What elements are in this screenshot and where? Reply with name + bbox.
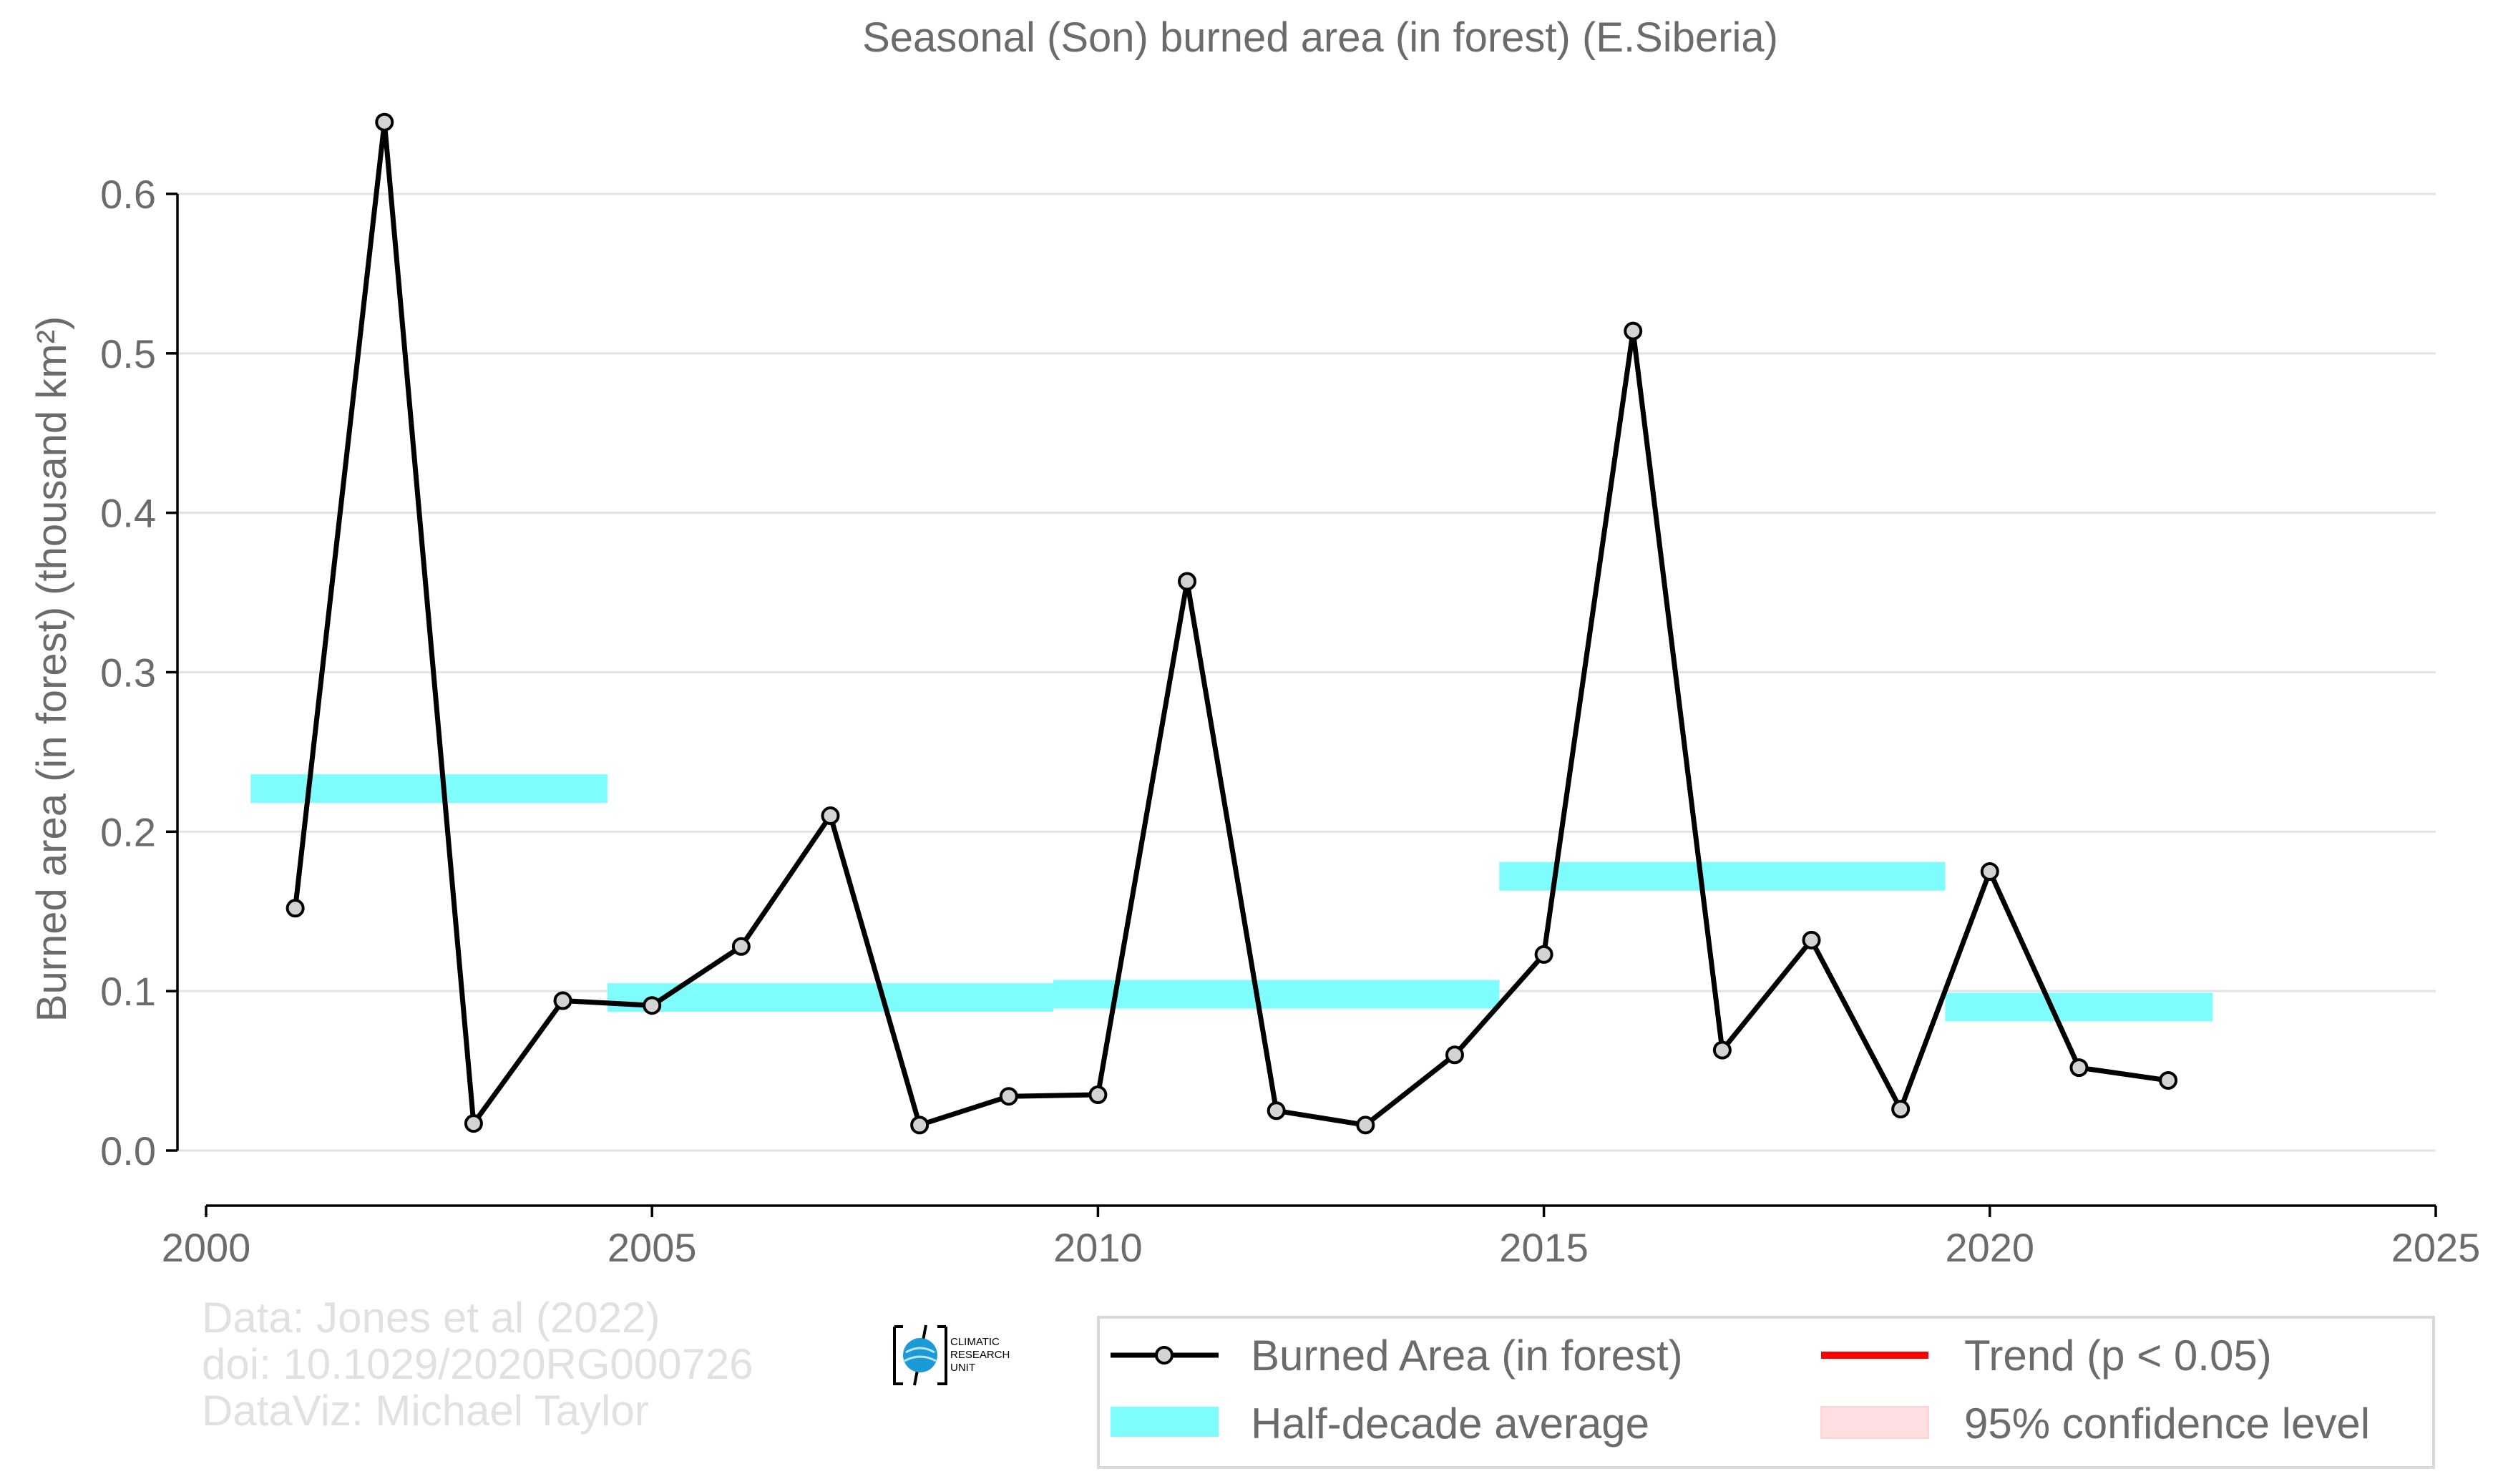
logo-text-unit: UNIT — [950, 1362, 975, 1374]
x-tick-label: 2025 — [2391, 1225, 2481, 1270]
data-point — [553, 991, 572, 1010]
legend-entry-confidence: 95% confidence level — [1820, 1400, 2370, 1448]
y-tick-label: 0.6 — [100, 172, 156, 217]
y-tick-label: 0.3 — [100, 650, 156, 695]
legend-entry-half-decade: Half-decade average — [1111, 1400, 1649, 1448]
data-point — [2159, 1070, 2178, 1090]
legend-box — [1097, 1316, 2435, 1469]
data-point — [1802, 930, 1821, 950]
y-tick-label: 0.5 — [100, 331, 156, 376]
data-point — [1980, 862, 1999, 882]
data-point — [286, 899, 305, 918]
data-point — [1088, 1085, 1108, 1105]
data-point — [999, 1087, 1018, 1106]
globe-icon — [903, 1338, 937, 1372]
x-tick-label: 2000 — [162, 1225, 251, 1270]
y-tick-label: 0.4 — [100, 491, 156, 536]
data-point — [821, 806, 840, 826]
half-decade-bar — [1499, 861, 1946, 891]
series-line-burned-area — [293, 119, 2169, 1128]
y-tick-label: 0.2 — [100, 809, 156, 854]
data-point — [2069, 1058, 2089, 1078]
legend: Burned Area (in forest) Trend (p < 0.05)… — [1097, 1316, 2435, 1469]
legend-label-trend: Trend (p < 0.05) — [1964, 1332, 2272, 1380]
data-point — [1267, 1101, 1286, 1121]
data-point — [731, 937, 751, 956]
half-decade-bar — [607, 983, 1054, 1012]
x-tick-label: 2005 — [608, 1225, 697, 1270]
half-decade-bar — [1053, 980, 1500, 1009]
logo-text-research: RESEARCH — [950, 1349, 1010, 1361]
y-axis-label: Burned area (in forest) (thousand km²) — [29, 316, 75, 1022]
data-point — [1178, 572, 1197, 591]
data-point — [375, 112, 394, 132]
data-point — [464, 1114, 483, 1133]
data-point — [643, 996, 662, 1015]
credits-block: Data: Jones et al (2022) doi: 10.1029/20… — [202, 1294, 753, 1435]
data-point — [1445, 1045, 1464, 1065]
half-decade-bands — [250, 774, 2213, 1022]
half-decade-bar — [1945, 992, 2213, 1022]
data-point — [1891, 1100, 1911, 1119]
series-group — [286, 112, 2178, 1135]
data-point — [1356, 1116, 1375, 1135]
data-point — [910, 1116, 930, 1135]
data-point — [1534, 944, 1553, 964]
credit-data-source: Data: Jones et al (2022) — [202, 1294, 660, 1342]
chart-title: Seasonal (Son) burned area (in forest) (… — [862, 14, 1778, 61]
half-decade-bar — [250, 774, 608, 804]
y-tick-label: 0.1 — [100, 969, 156, 1014]
legend-entry-burned-area: Burned Area (in forest) — [1111, 1332, 1683, 1380]
credit-dataviz: DataViz: Michael Taylor — [202, 1387, 649, 1435]
grid-lines — [177, 192, 2436, 1152]
logo-text-climatic: CLIMATIC — [950, 1336, 1000, 1348]
credit-doi: doi: 10.1029/2020RG000726 — [202, 1340, 753, 1388]
y-tick-label: 0.0 — [100, 1128, 156, 1173]
x-tick-label: 2015 — [1499, 1225, 1589, 1270]
legend-label-half-decade: Half-decade average — [1251, 1400, 1649, 1448]
cru-logo: CLIMATIC RESEARCH UNIT — [893, 1324, 1010, 1386]
legend-entry-trend: Trend (p < 0.05) — [1821, 1332, 2272, 1380]
data-point — [1712, 1040, 1732, 1060]
data-point — [1624, 321, 1643, 341]
legend-label-confidence: 95% confidence level — [1964, 1400, 2370, 1448]
axes: 0.0 0.1 0.2 0.3 0.4 0.5 0.6 2000 2005 2010 2015 202… — [100, 172, 2480, 1270]
x-tick-label: 2020 — [1946, 1225, 2035, 1270]
x-tick-label: 2010 — [1053, 1225, 1143, 1270]
legend-label-burned-area: Burned Area (in forest) — [1251, 1332, 1683, 1380]
